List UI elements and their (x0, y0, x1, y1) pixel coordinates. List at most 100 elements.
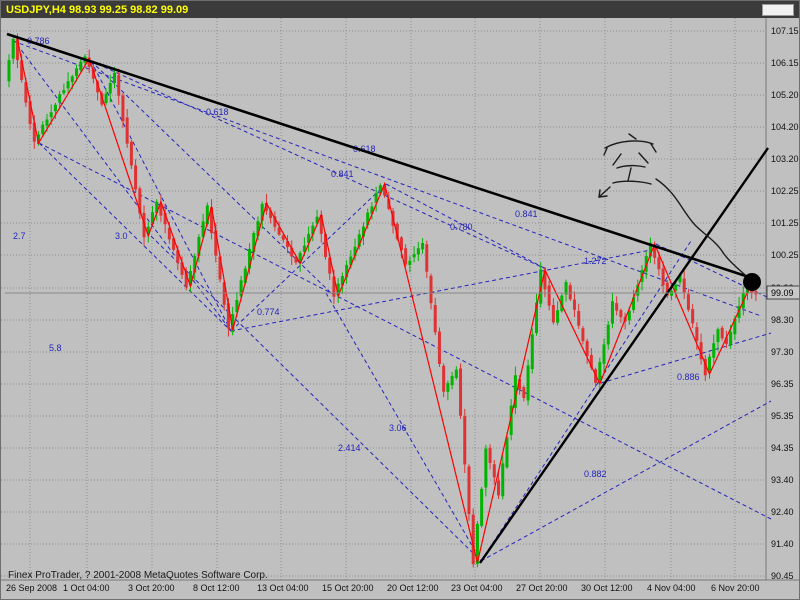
candle (425, 244, 429, 272)
candle (387, 199, 391, 209)
candle (340, 276, 344, 286)
fib-line[interactable] (480, 240, 692, 562)
fib-line[interactable] (385, 183, 547, 270)
trendlines[interactable] (6, 32, 769, 564)
candle (442, 365, 446, 392)
candle (100, 93, 104, 105)
annotation-stroke (598, 186, 611, 198)
annotation-stroke (650, 143, 657, 153)
candle (256, 221, 260, 237)
candle (610, 301, 614, 324)
candle (497, 480, 501, 496)
candle (724, 337, 728, 344)
candle (15, 38, 19, 61)
candle (429, 275, 433, 304)
candle (197, 236, 201, 257)
candle (184, 271, 188, 288)
fib-line[interactable] (38, 142, 772, 520)
price-label: 92.40 (771, 507, 794, 517)
price-label: 93.40 (771, 475, 794, 485)
candle (32, 122, 36, 142)
candle (201, 221, 205, 237)
candle (712, 343, 716, 358)
fib-line[interactable] (325, 292, 482, 562)
price-label: 106.15 (771, 58, 799, 68)
candle (475, 523, 479, 565)
trendline[interactable] (479, 147, 769, 564)
fib-line[interactable] (230, 248, 657, 332)
dot-marker-circle[interactable] (743, 273, 761, 291)
candle (657, 257, 661, 270)
time-label: 4 Nov 04:00 (647, 583, 696, 593)
fib-label: 2.7 (13, 231, 26, 241)
fib-label: 0.841 (515, 209, 538, 219)
candle (180, 262, 184, 275)
candle (686, 294, 690, 310)
annotation-stroke (612, 180, 652, 185)
candle (577, 311, 581, 326)
candle (551, 305, 555, 323)
candle (568, 285, 572, 300)
candle (678, 274, 682, 283)
fib-line[interactable] (150, 235, 482, 562)
candle (526, 365, 530, 401)
fib-line[interactable] (480, 400, 772, 562)
candle (349, 256, 353, 266)
candle (602, 344, 606, 364)
fib-line[interactable] (600, 332, 772, 384)
fib-line[interactable] (90, 60, 547, 270)
candle (446, 383, 450, 392)
candle (513, 375, 517, 408)
annotation-stroke (604, 140, 654, 149)
fib-label: 2.414 (338, 443, 361, 453)
chart-title: USDJPY,H4 98.93 99.25 98.82 99.09 (6, 3, 189, 16)
fib-label: 5.8 (49, 343, 62, 353)
candle (264, 202, 268, 211)
fib-label: 3.0 (115, 231, 128, 241)
candle (674, 284, 678, 291)
candle (62, 90, 66, 94)
candle (142, 213, 146, 238)
zigzag-line[interactable] (16, 39, 753, 563)
fibonacci-lines[interactable]: 0.786 0.618 0.618 0.841 0.841 0.780 1.272 0.886… (12, 36, 772, 562)
black-dot-marker[interactable] (743, 273, 761, 291)
candle (188, 271, 192, 286)
zigzag-polyline[interactable] (16, 39, 753, 563)
fib-line[interactable] (12, 38, 232, 332)
candle (585, 340, 589, 356)
candle (281, 235, 285, 240)
candle (505, 437, 509, 468)
candle (661, 268, 665, 286)
candle (336, 283, 340, 296)
annotation-stroke (655, 178, 750, 280)
candle (729, 331, 733, 345)
candle (311, 225, 315, 235)
price-label: 95.35 (771, 411, 794, 421)
candle (79, 61, 83, 71)
candle (653, 246, 657, 258)
trendline[interactable] (6, 32, 759, 282)
time-axis: 26 Sep 2008 1 Oct 04:00 3 Oct 20:00 8 Oct 1… (6, 583, 760, 593)
annotation-stroke (598, 195, 608, 198)
time-label: 26 Sep 2008 (6, 583, 57, 593)
candle (695, 327, 699, 341)
candle (737, 306, 741, 319)
candle (560, 295, 564, 312)
fib-line[interactable] (90, 60, 232, 332)
candle (408, 260, 412, 266)
candle (404, 248, 408, 265)
candle (699, 342, 703, 360)
candle (273, 216, 277, 227)
candle (467, 466, 471, 515)
candle (113, 72, 116, 84)
candle (214, 230, 218, 256)
fib-line[interactable] (12, 40, 762, 317)
fib-line[interactable] (230, 183, 387, 332)
candle (691, 309, 695, 324)
titlebar-button[interactable] (762, 3, 794, 16)
annotation-stroke (628, 133, 637, 140)
fib-line[interactable] (38, 142, 232, 332)
candle (395, 223, 399, 240)
candle (167, 227, 171, 240)
candle (366, 212, 370, 225)
